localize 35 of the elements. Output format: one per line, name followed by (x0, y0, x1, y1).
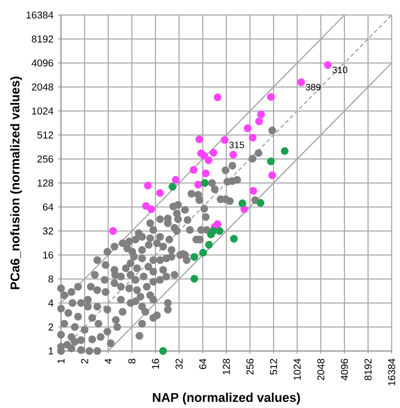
x-tick-label: 64 (199, 358, 206, 369)
x-tick-label: 4096 (340, 358, 348, 380)
x-tick-label: 2 (81, 358, 88, 364)
y-tick-label: 16 (43, 251, 54, 259)
x-tick-label: 1 (58, 358, 64, 364)
y-tick-label: 4096 (32, 59, 54, 67)
y-tick-label: 128 (38, 179, 54, 187)
y-tick-label: 32 (42, 227, 54, 235)
y-tick-label: 64 (43, 203, 54, 211)
y-tick-label: 2 (48, 324, 54, 330)
y-tick-label: 4 (48, 300, 54, 306)
x-axis-title: NAP (normalized values) (152, 392, 300, 404)
x-tick-label: 16384 (388, 358, 396, 386)
x-tick-label: 4 (104, 358, 112, 364)
y-tick-label: 1024 (32, 107, 54, 115)
annotation: 389 (306, 84, 321, 90)
y-tick-label: 8192 (32, 35, 54, 43)
x-tick-label: 512 (270, 358, 278, 375)
x-tick-label: 2048 (317, 358, 324, 380)
y-tick-label: 1 (48, 348, 54, 354)
x-tick-label: 256 (246, 358, 254, 375)
x-tick-label: 8 (128, 358, 136, 364)
annotation: 315 (229, 142, 244, 148)
y-tick-label: 16384 (26, 11, 54, 19)
y-tick-label: 512 (37, 131, 54, 139)
x-tick-label: 1024 (294, 358, 301, 380)
y-tick-label: 8 (48, 275, 54, 283)
y-axis-title: PCa6_nofusion (normalized values) (10, 76, 22, 290)
y-tick-label: 2048 (32, 83, 54, 91)
x-tick-label: 128 (222, 358, 230, 374)
y-tick-label: 256 (37, 155, 54, 163)
x-tick-label: 32 (176, 358, 183, 370)
annotation: 310 (332, 66, 348, 74)
x-tick-label: 8192 (364, 358, 372, 380)
x-tick-label: 16 (152, 358, 160, 369)
